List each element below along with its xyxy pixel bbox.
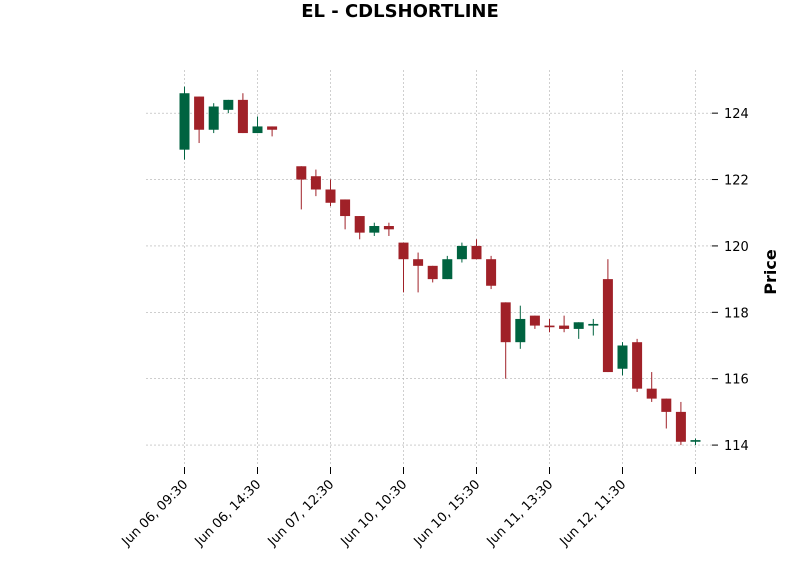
candle-body bbox=[573, 322, 584, 329]
candle-body bbox=[310, 176, 321, 190]
candle bbox=[515, 305, 526, 349]
candle-body bbox=[661, 398, 672, 412]
candle-body bbox=[383, 226, 394, 230]
candle-body bbox=[602, 279, 613, 373]
candle bbox=[296, 166, 307, 210]
x-tick-label: Jun 07, 12:30 bbox=[265, 477, 338, 550]
candle-body bbox=[194, 96, 205, 130]
candle-body bbox=[471, 245, 482, 260]
chart-title: EL - CDLSHORTLINE bbox=[301, 1, 499, 22]
candle-body bbox=[413, 259, 424, 266]
candle-body bbox=[325, 189, 336, 203]
candle bbox=[486, 255, 497, 290]
candle-body bbox=[427, 265, 438, 280]
candle bbox=[383, 222, 394, 236]
candle bbox=[237, 93, 248, 134]
candle-body bbox=[354, 216, 365, 233]
candle bbox=[267, 126, 278, 137]
candle bbox=[573, 322, 584, 339]
candle bbox=[442, 255, 453, 280]
candle-body bbox=[179, 93, 190, 150]
candle bbox=[588, 318, 599, 336]
candle bbox=[325, 179, 336, 207]
candle-body bbox=[500, 302, 511, 343]
candle-body bbox=[515, 318, 526, 343]
y-tick-label: 118 bbox=[724, 306, 749, 321]
candle-body bbox=[223, 99, 234, 110]
candle-body bbox=[617, 345, 628, 369]
candle-body bbox=[340, 199, 351, 217]
x-tick-label: Jun 10, 10:30 bbox=[338, 477, 411, 550]
y-tick-label: 116 bbox=[724, 373, 749, 388]
candle-body bbox=[442, 259, 453, 280]
candle-body bbox=[588, 323, 599, 326]
y-tick-label: 122 bbox=[724, 174, 749, 189]
x-tick-label: Jun 06, 14:30 bbox=[192, 477, 265, 550]
candle-body bbox=[544, 325, 555, 328]
candle bbox=[690, 438, 701, 446]
candle bbox=[675, 401, 686, 446]
candle bbox=[544, 318, 555, 333]
grid bbox=[146, 70, 712, 465]
candle-body bbox=[296, 166, 307, 180]
candle-body bbox=[456, 245, 467, 260]
candle-body bbox=[690, 440, 701, 442]
x-tick-label: Jun 06, 09:30 bbox=[119, 477, 192, 550]
candle-body bbox=[486, 259, 497, 286]
candle bbox=[369, 222, 380, 236]
candle bbox=[427, 265, 438, 283]
candle bbox=[559, 315, 570, 333]
candle bbox=[471, 239, 482, 260]
candles bbox=[179, 86, 701, 446]
x-tick-label: Jun 12, 11:30 bbox=[557, 477, 630, 550]
candle bbox=[208, 103, 219, 134]
candle-body bbox=[632, 342, 643, 389]
candle bbox=[194, 96, 205, 144]
y-tick-label: 124 bbox=[724, 107, 749, 122]
candle bbox=[252, 116, 263, 134]
candle bbox=[500, 302, 511, 379]
candle bbox=[413, 252, 424, 293]
candle-body bbox=[208, 106, 219, 130]
candle-body bbox=[237, 99, 248, 134]
candle bbox=[398, 242, 409, 293]
candle-body bbox=[398, 242, 409, 260]
x-tick-label: Jun 10, 15:30 bbox=[411, 477, 484, 550]
candle bbox=[529, 315, 540, 329]
y-tick-label: 120 bbox=[724, 240, 749, 255]
candle bbox=[646, 372, 657, 402]
candle bbox=[310, 169, 321, 197]
y-axis-label: Price bbox=[761, 249, 780, 295]
candle-body bbox=[559, 325, 570, 329]
axes: 114 116 118 120 122 124 Jun 06, 09:30 Jun 06, 1… bbox=[119, 107, 749, 550]
candle bbox=[456, 242, 467, 263]
candle bbox=[354, 216, 365, 240]
candle-body bbox=[675, 411, 686, 442]
candle bbox=[223, 99, 234, 114]
candle-body bbox=[267, 126, 278, 130]
candle-body bbox=[252, 126, 263, 134]
candle bbox=[602, 259, 613, 373]
candle bbox=[617, 342, 628, 376]
candle-body bbox=[529, 315, 540, 326]
candle bbox=[632, 338, 643, 392]
candle-body bbox=[646, 388, 657, 399]
candle bbox=[179, 86, 190, 160]
candle-body bbox=[369, 226, 380, 233]
y-tick-label: 114 bbox=[724, 439, 749, 454]
x-tick-label: Jun 11, 13:30 bbox=[484, 477, 557, 550]
candle bbox=[661, 398, 672, 429]
candle bbox=[340, 199, 351, 230]
